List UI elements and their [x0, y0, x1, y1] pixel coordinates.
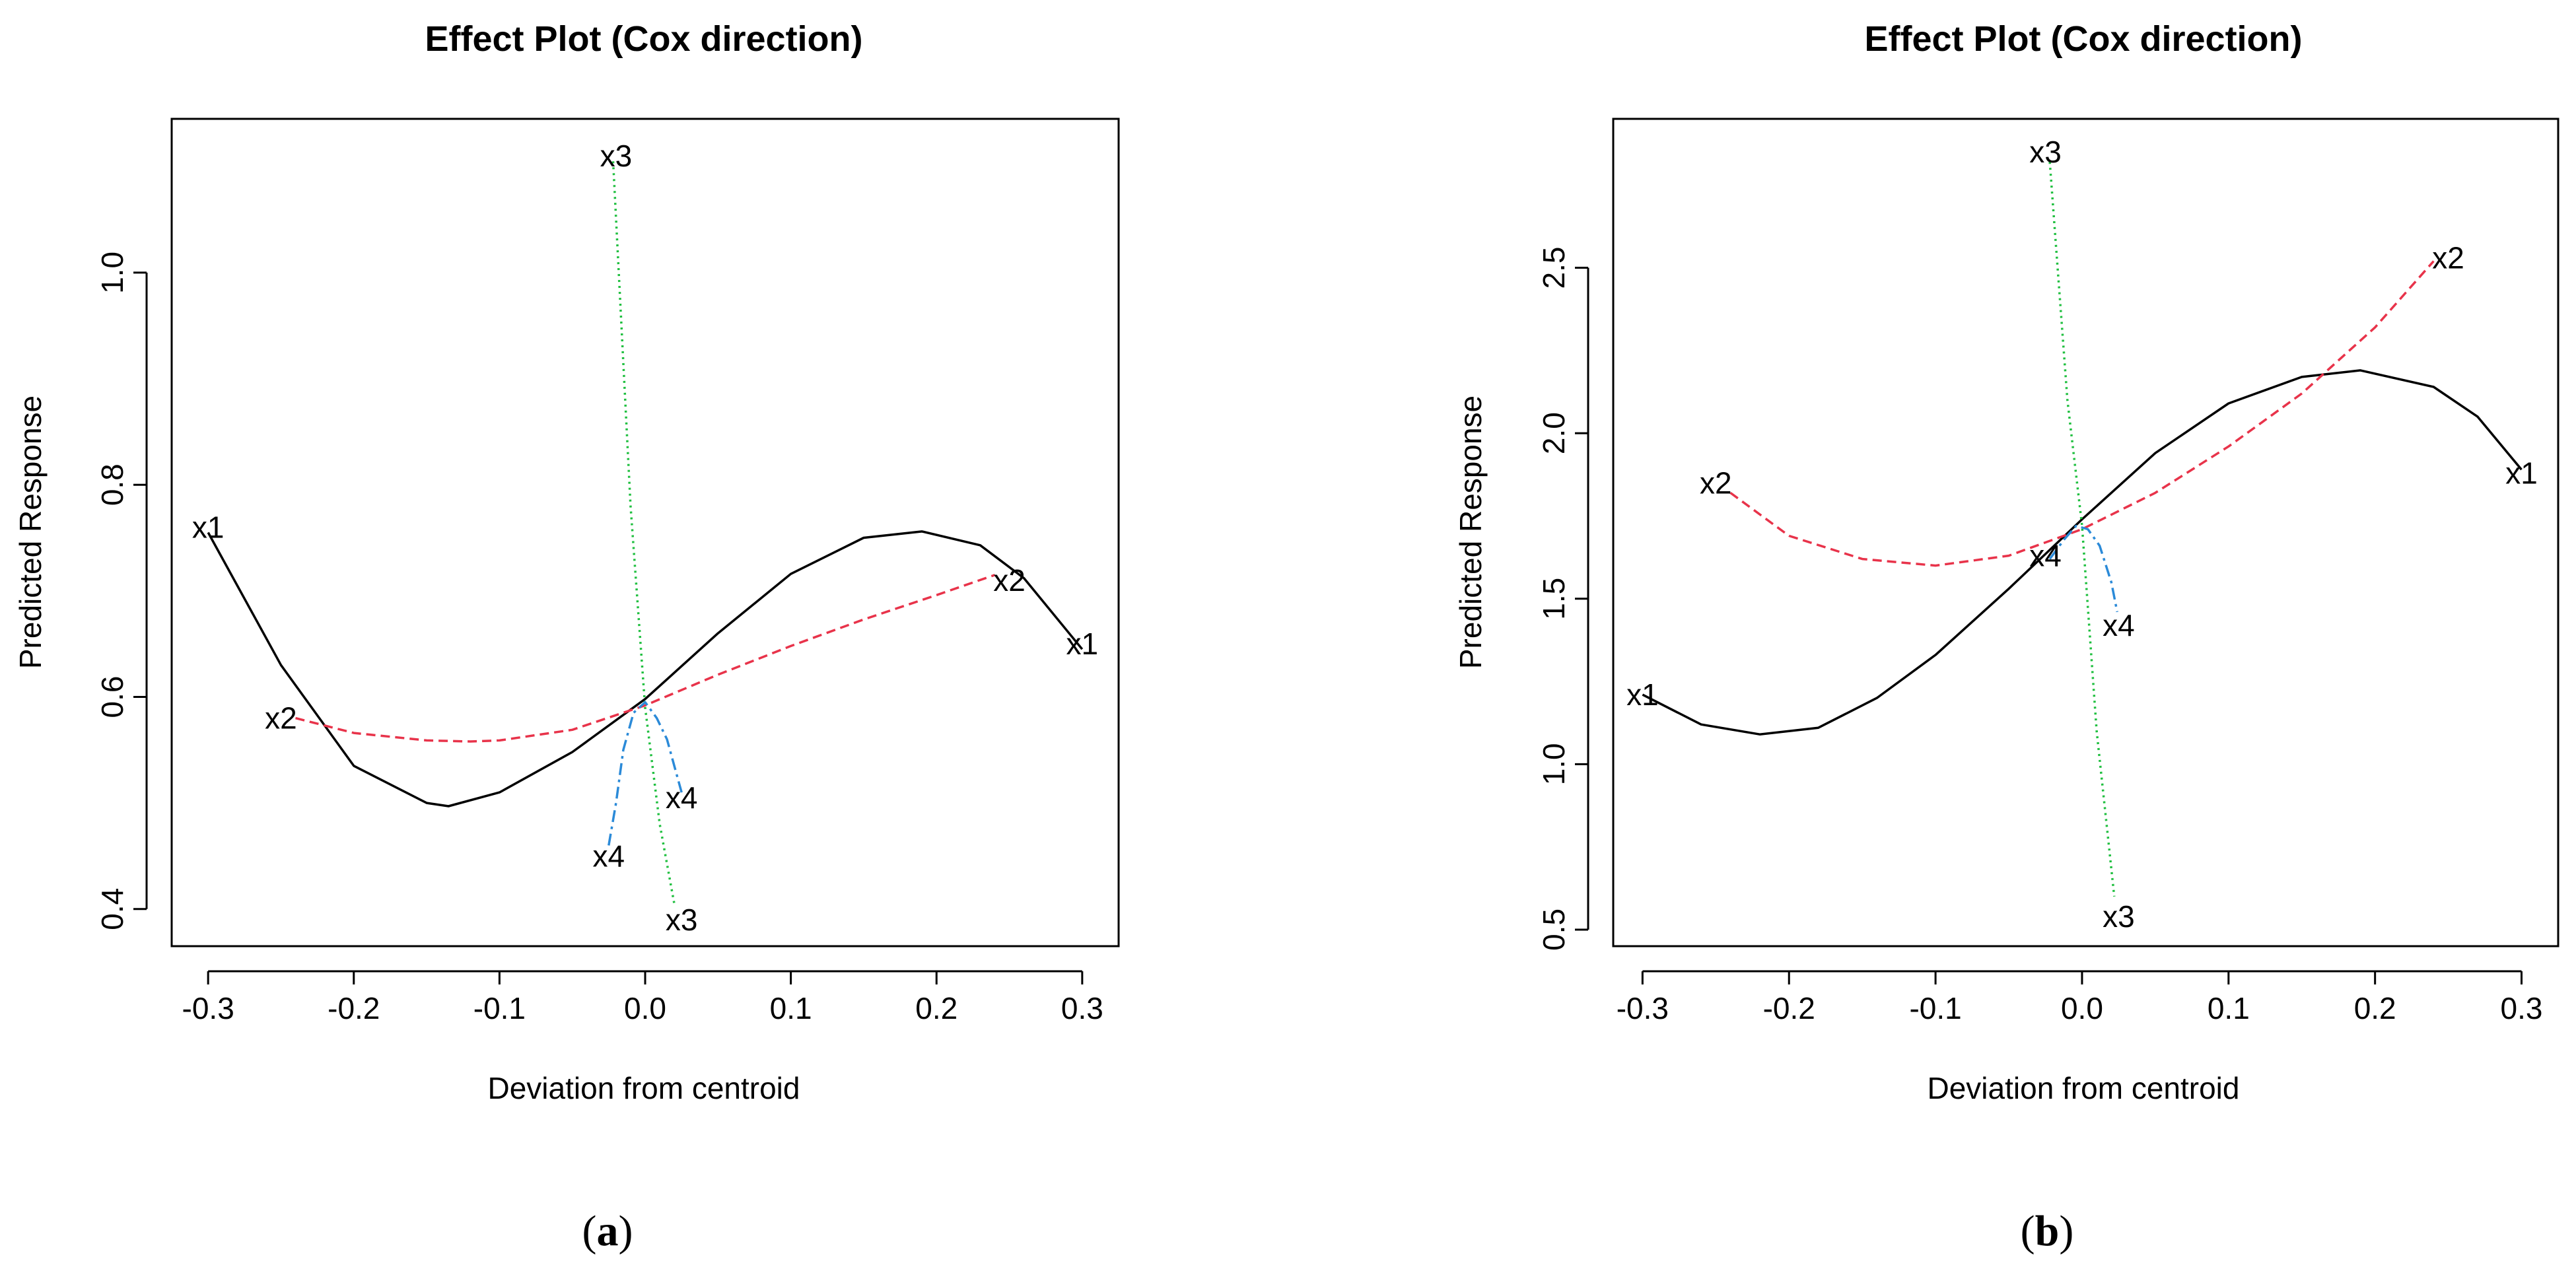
y-tick-label: 1.0	[1537, 743, 1571, 785]
y-tick-label: 0.5	[1537, 909, 1571, 951]
curve-label-x4: x4	[593, 839, 625, 873]
x-tick-label: 0.3	[1061, 991, 1103, 1025]
series-line-x4	[2048, 524, 2118, 613]
x-tick-label: 0.0	[2061, 991, 2103, 1025]
x-tick-label: 0.3	[2501, 991, 2543, 1025]
curve-label-x3: x3	[2029, 135, 2062, 169]
y-tick-label: 1.0	[95, 252, 129, 294]
series-group: x1 x1 x2 x2 x3 x3 x4 x4	[1626, 135, 2538, 934]
curve-label-x3: x3	[2103, 899, 2135, 934]
series-line-x3	[2048, 162, 2116, 897]
chart-panel-b: Effect Plot (Cox direction) -0.3 -0.2 -0.1…	[1453, 19, 2559, 1255]
curve-label-x4: x4	[666, 780, 698, 815]
y-axis: 0.4 0.6 0.8 1.0	[95, 252, 148, 930]
x-tick-label: -0.1	[1909, 991, 1961, 1025]
y-axis-label: Predicted Response	[1453, 396, 1488, 669]
curve-label-x1: x1	[1066, 627, 1099, 661]
chart-title: Effect Plot (Cox direction)	[1864, 19, 2302, 59]
x-tick-label: -0.1	[473, 991, 526, 1025]
curve-label-x2: x2	[1700, 465, 1732, 500]
series-line-x2	[295, 574, 996, 743]
x-tick-label: 0.0	[624, 991, 666, 1025]
panel-letter: b	[2035, 1207, 2060, 1255]
y-axis-label: Predicted Response	[13, 396, 48, 669]
curve-label-x1: x1	[1626, 677, 1659, 712]
x-axis: -0.3 -0.2 -0.1 0.0 0.1 0.2 0.3	[182, 970, 1103, 1025]
y-tick-label: 2.0	[1537, 412, 1571, 454]
panel-letter: a	[597, 1207, 619, 1255]
curve-label-x2: x2	[993, 563, 1026, 598]
curve-label-x4: x4	[2029, 539, 2062, 573]
y-tick-label: 0.6	[95, 676, 129, 718]
curve-label-x1: x1	[192, 510, 225, 544]
x-tick-label: 0.2	[915, 991, 957, 1025]
curve-label-x2: x2	[265, 701, 297, 736]
panel-label: (a)	[582, 1207, 633, 1255]
plot-frame	[170, 118, 1120, 947]
series-line-x1	[207, 530, 1084, 808]
chart-title: Effect Plot (Cox direction)	[425, 19, 862, 59]
curve-label-x3: x3	[600, 139, 633, 173]
series-line-x2	[1729, 260, 2435, 567]
series-line-x3	[611, 161, 676, 905]
x-tick-label: -0.3	[1617, 991, 1669, 1025]
curve-label-x3: x3	[666, 903, 698, 937]
plot-frame	[1612, 118, 2559, 947]
y-tick-label: 1.5	[1537, 578, 1571, 620]
y-tick-label: 0.8	[95, 464, 129, 506]
series-line-x1	[1642, 369, 2523, 736]
series-group: x1 x1 x2 x2 x3 x3 x4 x4	[192, 139, 1098, 937]
curve-label-x1: x1	[2505, 456, 2538, 490]
x-tick-label: -0.2	[328, 991, 380, 1025]
x-tick-label: 0.1	[770, 991, 812, 1025]
y-tick-label: 0.4	[95, 888, 129, 930]
y-tick-label: 2.5	[1537, 247, 1571, 289]
x-axis-label: Deviation from centroid	[488, 1071, 800, 1105]
y-axis: 0.5 1.0 1.5 2.0 2.5	[1537, 247, 1589, 951]
series-line-x4	[608, 701, 683, 846]
panel-label: (b)	[2021, 1207, 2074, 1255]
x-tick-label: 0.2	[2354, 991, 2396, 1025]
x-tick-label: 0.1	[2208, 991, 2250, 1025]
x-axis: -0.3 -0.2 -0.1 0.0 0.1 0.2 0.3	[1617, 970, 2543, 1025]
x-tick-label: -0.3	[182, 991, 234, 1025]
x-tick-label: -0.2	[1763, 991, 1815, 1025]
chart-panel-a: Effect Plot (Cox direction) -0.3 -0.2 -0.1…	[13, 19, 1120, 1255]
curve-label-x4: x4	[2103, 608, 2135, 642]
x-axis-label: Deviation from centroid	[1928, 1071, 2240, 1105]
curve-label-x2: x2	[2432, 241, 2464, 275]
